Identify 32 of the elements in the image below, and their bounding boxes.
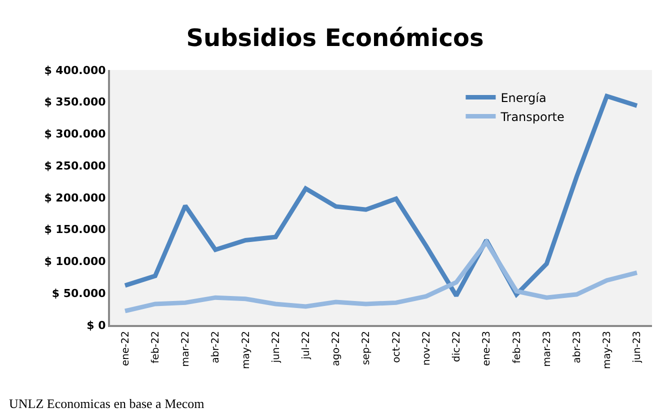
x-tick-label: sep-22 (361, 331, 372, 366)
chart-title: Subsidios Económicos (186, 24, 484, 52)
y-tick-label: $ 0 (86, 318, 106, 332)
x-tick-label: ago-22 (331, 331, 342, 366)
x-tick-label: dic-22 (452, 331, 463, 362)
legend-label: Transporte (500, 110, 564, 124)
x-tick-label: jul-22 (300, 331, 312, 360)
x-tick-label: may-23 (602, 331, 614, 369)
x-tick-label: ene-23 (482, 331, 493, 366)
x-tick-label: feb-22 (150, 331, 162, 364)
x-tick-label: abr-23 (572, 331, 583, 364)
x-tick-label: abr-22 (210, 331, 222, 364)
y-tick-label: $ 350.000 (44, 96, 106, 109)
y-tick-label: $ 400.000 (44, 64, 106, 77)
x-tick-label: jun-22 (270, 331, 282, 364)
legend-label: Energía (500, 90, 546, 105)
y-tick-label: $ 300.000 (44, 128, 106, 141)
text: UNLZ Economicas en base a Mecom (9, 396, 204, 411)
y-tick-label: $ 150.000 (44, 223, 106, 236)
y-tick-label: $ 100.000 (44, 255, 106, 268)
x-tick-label: may-22 (240, 331, 252, 369)
x-tick-label: ene-22 (120, 331, 132, 366)
line-series (122, 240, 640, 314)
x-tick-label: mar-22 (180, 331, 192, 367)
x-tick-label: nov-22 (421, 331, 432, 366)
x-tick-label: oct-22 (391, 331, 402, 363)
y-tick-label: $ 200.000 (44, 191, 106, 204)
y-tick-label: $ 50.000 (52, 286, 106, 300)
x-tick-label: jun-23 (632, 331, 644, 364)
x-tick-label: mar-23 (542, 331, 553, 367)
x-tick-label: feb-23 (512, 331, 523, 364)
y-tick-label: $ 250.000 (44, 159, 106, 172)
